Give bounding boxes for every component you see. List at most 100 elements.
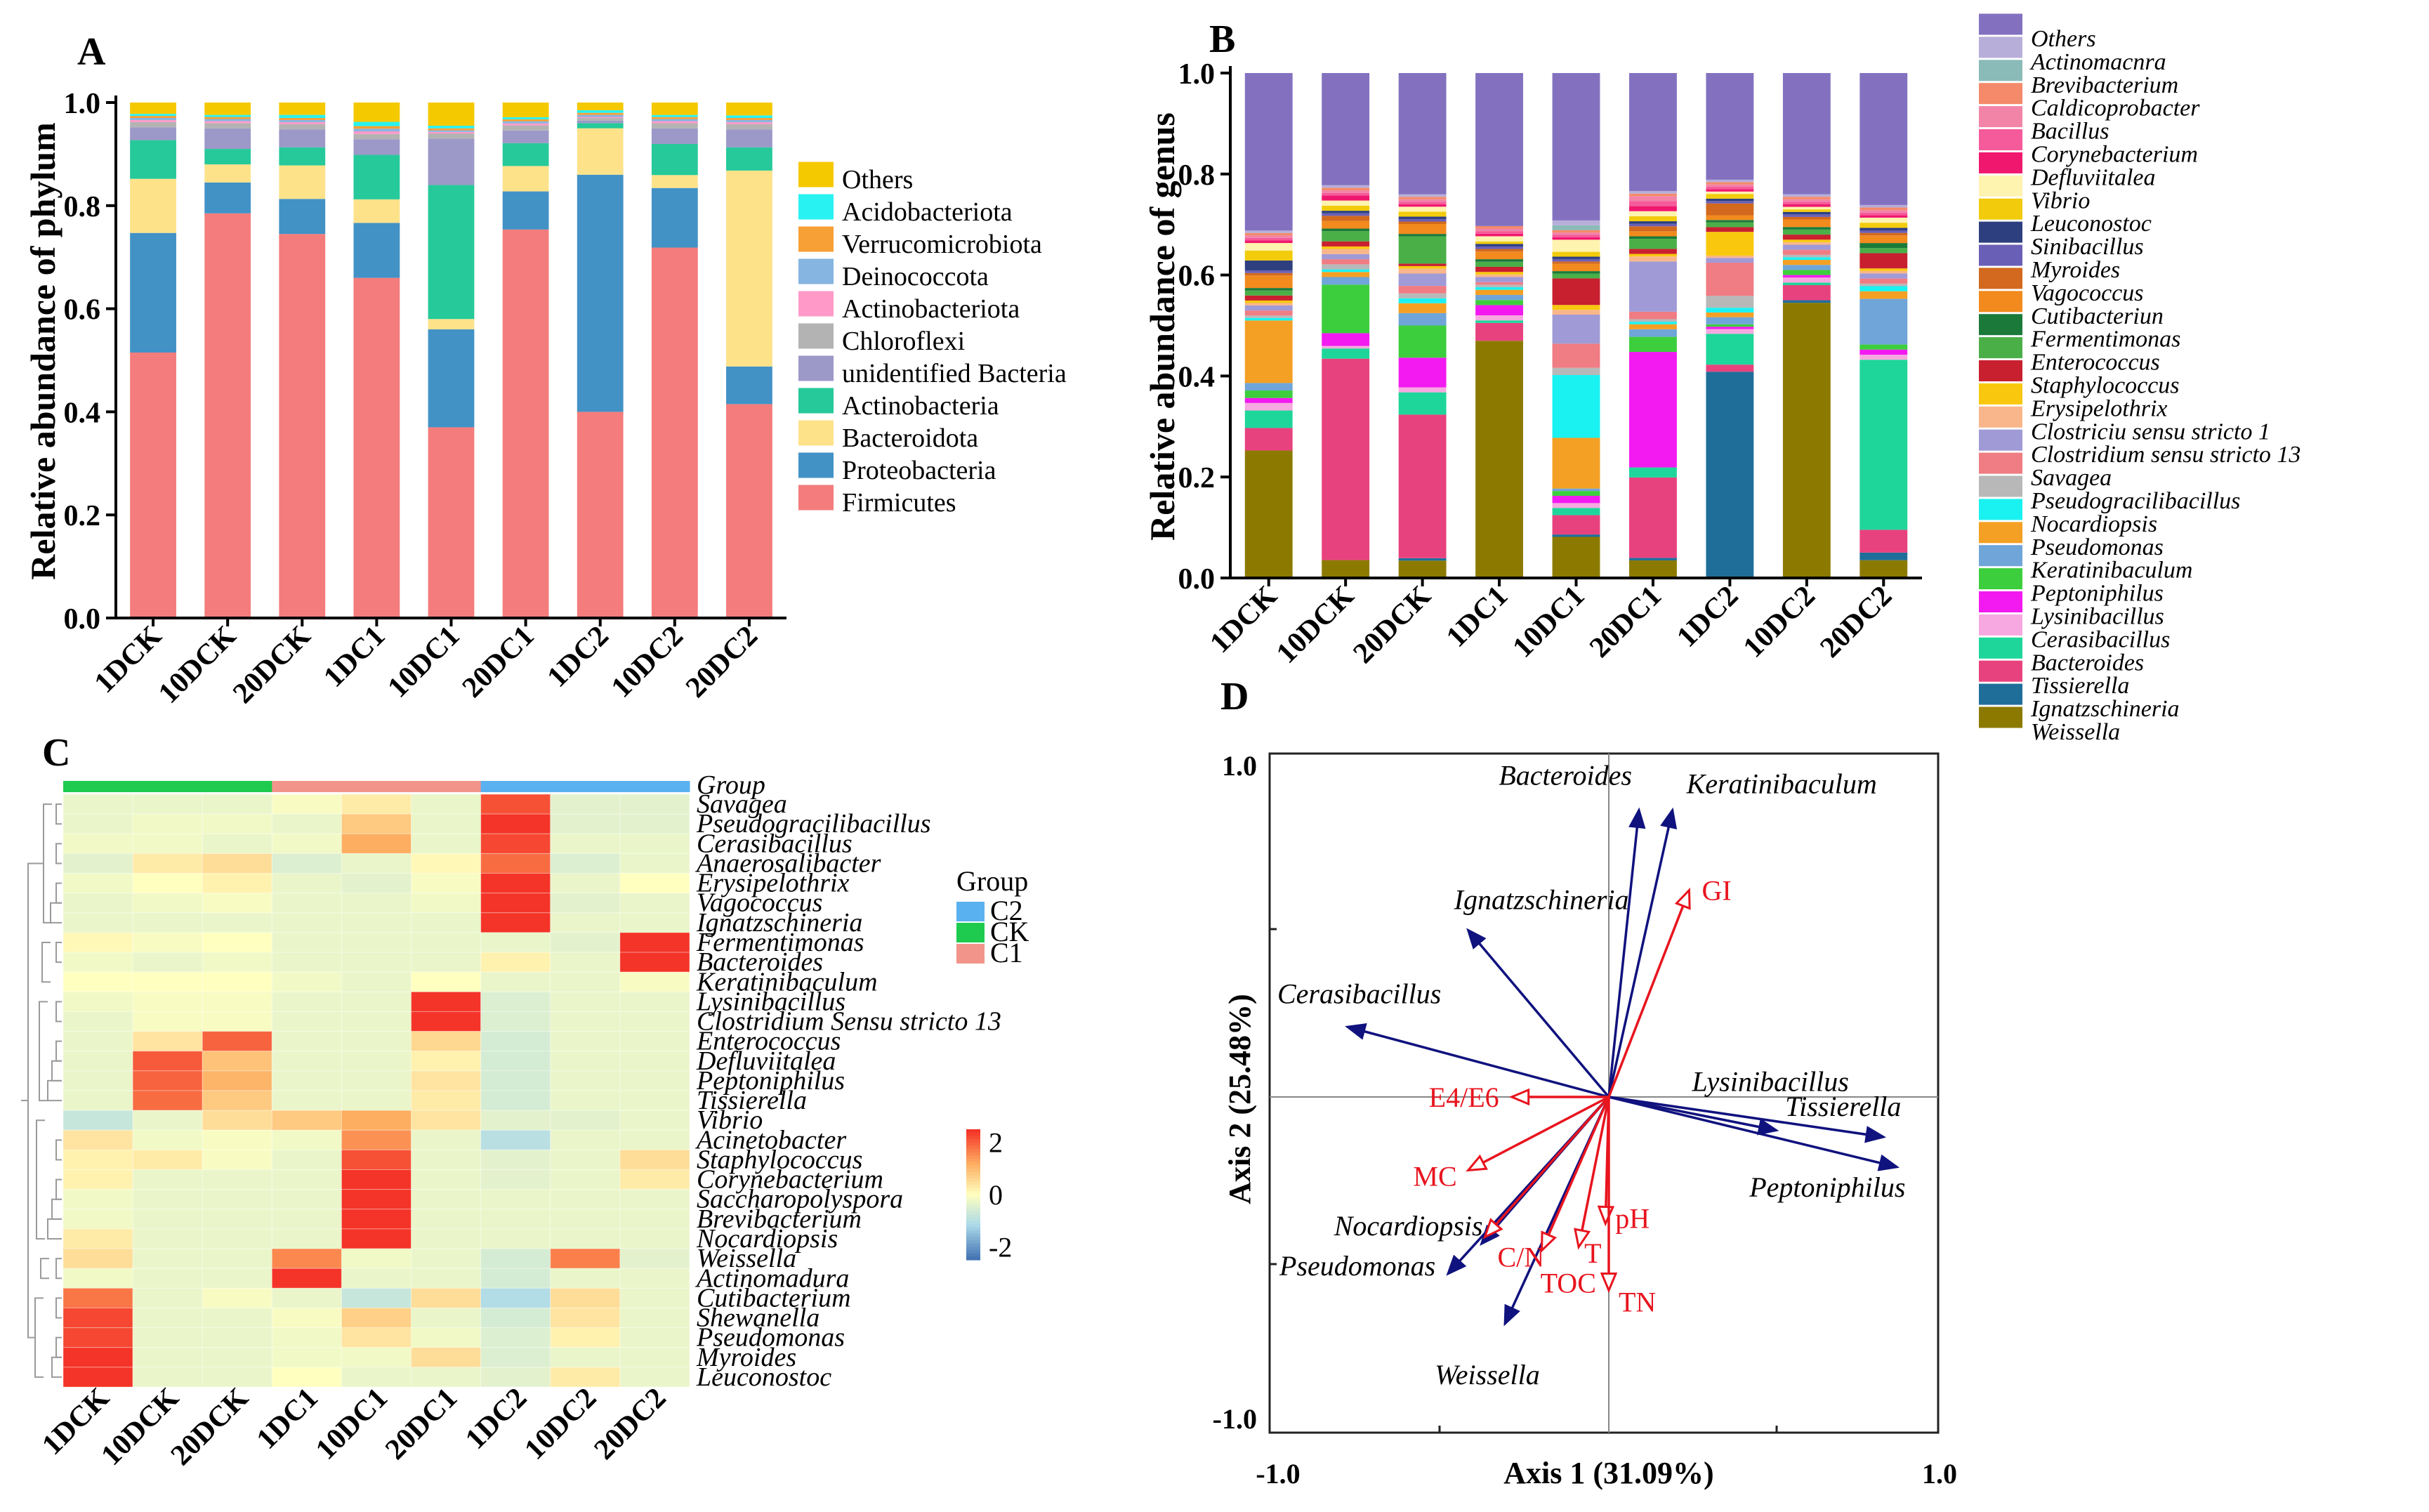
panel-b-legend-label-bacteroides: Bacteroides: [2031, 650, 2144, 676]
panel-d-species-arrowhead-peptoniphilus: [1877, 1154, 1900, 1171]
panel-c-group-legend-label-ck: CK: [990, 916, 1029, 947]
panel-b-bar-1dc2-keratinibaculum: [1706, 317, 1754, 324]
panel-a-bar-10dck-others: [204, 103, 251, 115]
panel-a-bar-1dck-actinobacteriota: [130, 119, 176, 122]
panel-a-legend-label-proteobacteria: Proteobacteria: [842, 456, 996, 485]
panel-c-colorbar-step: [966, 1158, 980, 1163]
panel-b-bars: [1244, 73, 1908, 578]
panel-c-cell-vibrio-10dc2: [550, 1110, 621, 1131]
panel-a-bar-1dc1-deinococcota: [353, 129, 400, 131]
panel-b-bar-20dc1-leuconostoc: [1629, 216, 1677, 222]
panel-c-cell-anaerosalibacter-1dc1: [271, 853, 342, 874]
panel-a-bar-10dck-proteobacteria: [204, 182, 251, 213]
panel-b-bar-10dc1-cerasibacillus: [1552, 503, 1600, 508]
panel-b-bar-20dck-others: [1398, 73, 1447, 195]
panel-c-cell-acinetobacter-20dc2: [619, 1129, 690, 1150]
panel-c-cell-erysipelothrix-10dc2: [550, 873, 621, 894]
panel-c-cell-enterococcus-10dc1: [341, 1031, 412, 1052]
panel-b-bar-1dc1-lysinibacillus: [1475, 305, 1523, 315]
panel-c-cell-fermentimonas-1dc1: [271, 932, 342, 953]
panel-c-cell-shewanella-20dck: [202, 1307, 272, 1329]
panel-b-bar-1dc1-clostriciu-sensu-stricto-1: [1475, 274, 1523, 277]
panel-b-bar-10dc1-fermentimonas: [1552, 271, 1600, 274]
panel-a-legend-label-bacteroidota: Bacteroidota: [842, 423, 978, 453]
panel-b-bar-1dc1-enterococcus: [1475, 261, 1523, 267]
panel-c-cell-keratinibaculum-1dc1: [271, 971, 342, 992]
panel-a-y-axis-label: Relative abundance of phylum: [23, 122, 62, 579]
panel-b-bar-10dc1-nocardiopsis: [1552, 375, 1600, 438]
panel-c-cell-cutibacterium-1dck: [62, 1287, 133, 1308]
panel-b-legend-swatch-staphylococcus: [1979, 360, 2022, 381]
panel-d-env-arrowhead-tn: [1600, 1273, 1618, 1294]
panel-c-cell-corynebacterium-20dck: [202, 1169, 272, 1190]
panel-b-y-tick-label: 0.4: [1178, 361, 1216, 393]
panel-b-legend-label-clostridium-sensu-stricto-13: Clostridium sensu stricto 13: [2031, 442, 2300, 468]
panel-c-cell-erysipelothrix-1dc2: [480, 873, 551, 894]
panel-d-env-label-mc: MC: [1413, 1161, 1456, 1192]
panel-c-cell-pseudogracilibacillus-1dck: [62, 813, 133, 834]
panel-a-bar-1dck-actinobacteria: [130, 140, 176, 179]
panel-a-bar-20dc1-firmicutes: [502, 229, 549, 618]
panel-a-bar-20dc2-acidobacteriota: [726, 115, 772, 119]
panel-c-cell-vibrio-20dc2: [619, 1110, 690, 1131]
panel-b-bar-20dck-clostriciu-sensu-stricto-1: [1398, 268, 1447, 274]
panel-c-cell-shewanella-10dc1: [341, 1307, 412, 1329]
panel-c-cell-defluviitalea-10dc2: [550, 1051, 621, 1072]
panel-c-cell-tissierella-10dck: [132, 1090, 203, 1111]
panel-b-bar-1dc2-bacteroides: [1706, 334, 1754, 365]
panel-b-bar-10dc2-erysipelothrix: [1782, 239, 1831, 242]
panel-a-legend-swatch-actinobacteriota: [798, 291, 834, 317]
panel-b-legend-swatch-lysinibacillus: [1979, 591, 2022, 612]
panel-d-species-label-lysinibacillus: Lysinibacillus: [1692, 1066, 1849, 1098]
panel-b-legend-label-peptoniphilus: Peptoniphilus: [2030, 581, 2164, 607]
panel-a-legend-swatch-acidobacteriota: [798, 194, 834, 220]
panel-c-cell-savagea-10dck: [132, 794, 203, 815]
panel-b-bar-10dc1-weissella: [1552, 537, 1600, 578]
panel-c-colorbar-step: [966, 1188, 980, 1192]
panel-c-row-label-weissella: Weissella: [697, 1244, 796, 1273]
panel-a-bar-1dck-proteobacteria: [130, 232, 176, 353]
panel-c-colorbar: 2 0 -2: [966, 1127, 1012, 1263]
panel-a-bar-20dc2-verrucomicrobiota: [726, 118, 772, 120]
panel-b-legend-swatch-defluviitalea: [1979, 152, 2022, 173]
panel-d-x-axis-label: Axis 1 (31.09%): [1503, 1456, 1713, 1490]
panel-b-bar-10dc2-ignatzschineria: [1782, 300, 1831, 303]
panel-b-legend-swatch-cutibacteriun: [1979, 291, 2022, 313]
panel-c-row-label-corynebacterium: Corynebacterium: [697, 1165, 883, 1195]
panel-c-cell-weissella-20dc2: [619, 1248, 690, 1269]
panel-c-cell-anaerosalibacter-20dc2: [619, 853, 690, 874]
panel-c-cell-clostridium-sensu-stricto-13-1dck: [62, 1011, 133, 1032]
panel-b-bar-10dck-peptoniphilus: [1322, 284, 1370, 334]
panel-b-bar-1dc2-others: [1706, 73, 1754, 180]
panel-b-bar-20dck-keratinibaculum: [1398, 313, 1447, 326]
panel-b-bar-1dc1-defluviitalea: [1475, 233, 1523, 237]
panel-b-bar-20dc1-ignatzschineria: [1629, 558, 1677, 560]
panel-c-cell-leuconostoc-1dck: [62, 1367, 133, 1388]
panel-b-legend-label-defluviitalea: Defluviitalea: [2030, 164, 2156, 190]
panel-b-bar-10dck-cutibacteriun: [1322, 221, 1370, 229]
panel-c-cell-brevibacterium-10dck: [132, 1209, 203, 1230]
panel-b-bar-10dck-bacteroides: [1322, 348, 1370, 359]
panel-c-cell-savagea-1dc2: [480, 794, 551, 815]
panel-b-bar-10dc1-defluviitalea: [1552, 237, 1600, 240]
panel-b-bar-10dc2-peptoniphilus: [1782, 270, 1831, 275]
panel-b-bar-10dc2-clostridium-sensu-stricto-13: [1782, 244, 1831, 250]
panel-b-legend-label-myroides: Myroides: [2030, 257, 2120, 283]
panel-c-colorbar-step: [966, 1197, 980, 1202]
panel-a-bar-20dc1-unidentified-bacteria: [502, 130, 549, 143]
panel-b-bar-1dc2-savagea: [1706, 263, 1754, 296]
panel-b-legend-swatch-peptoniphilus: [1979, 568, 2022, 590]
panel-b-legend-label-ignatzschineria: Ignatzschineria: [2030, 696, 2180, 722]
panel-c-cell-clostridium-sensu-stricto-13-20dck: [202, 1011, 272, 1032]
panel-c-cell-pseudomonas-20dc2: [619, 1327, 690, 1348]
panel-c-cell-savagea-1dck: [62, 794, 133, 815]
panel-c-cell-saccharopolyspora-1dck: [62, 1189, 133, 1210]
panel-c-cell-anaerosalibacter-10dc1: [341, 853, 412, 874]
panel-a-bar-20dc1-deinococcota: [502, 121, 549, 124]
panel-b-y-tick-label: 0.0: [1178, 563, 1216, 596]
panel-c-cell-cutibacterium-20dc1: [411, 1287, 482, 1308]
panel-b-bar-20dck-ignatzschineria: [1398, 558, 1447, 561]
panel-b-bar-1dck-clostridium-sensu-stricto-13: [1244, 305, 1293, 311]
panel-c-cell-vagococcus-1dc2: [480, 893, 551, 914]
panel-a-bar-20dc1-actinobacteriota: [502, 123, 549, 126]
